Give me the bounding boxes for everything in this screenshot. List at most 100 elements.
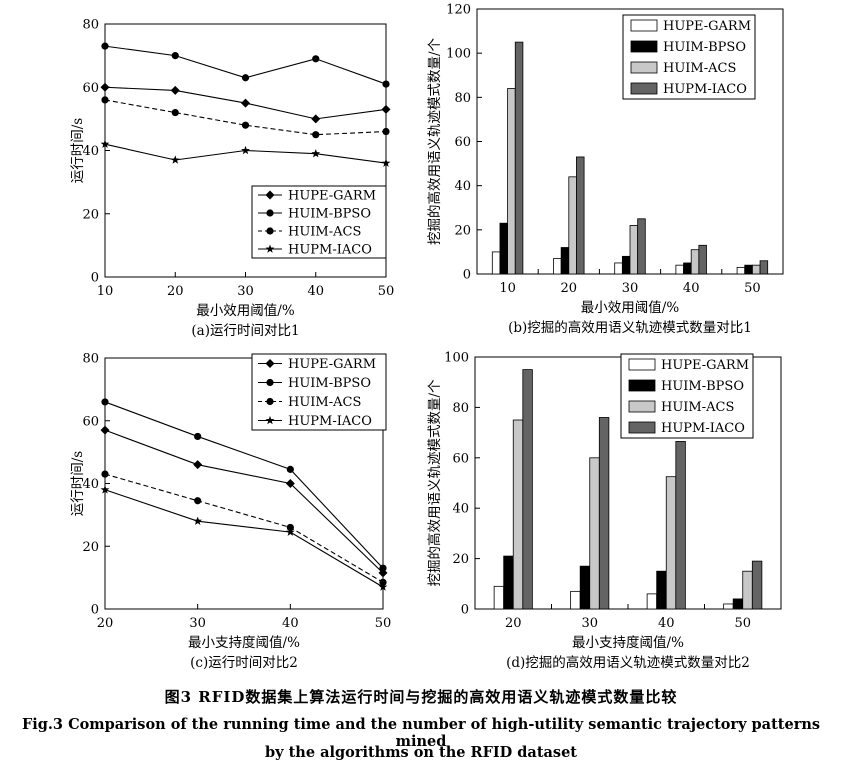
x-tick-label: 40: [307, 284, 324, 299]
x-tick-label: 40: [282, 616, 299, 631]
series-line-hupm-iaco: [104, 489, 384, 588]
x-tick-label: 50: [375, 616, 392, 631]
x-tick-label: 40: [658, 616, 675, 631]
bar-hupm-iaco: [514, 41, 524, 275]
legend-label-hupm-iaco: HUPM-IACO: [661, 421, 745, 436]
y-tick-label: 80: [82, 352, 99, 367]
legend-swatch-hupe-garm: [628, 358, 656, 371]
x-tick-label: 50: [734, 616, 751, 631]
x-tick-label: 50: [378, 284, 395, 299]
data-point-huim-bpso: [286, 465, 294, 473]
x-tick-label: 20: [97, 616, 114, 631]
data-point-hupe-garm: [100, 425, 110, 435]
data-point-huim-acs: [382, 127, 390, 136]
y-tick-label: 80: [452, 401, 469, 416]
data-point-hupe-garm: [100, 82, 110, 92]
bar-hupe-garm: [553, 258, 562, 275]
figure-caption-cn: 图3 RFID数据集上算法运行时间与挖掘的高效用语义轨迹模式数量比较: [164, 688, 678, 706]
series-line-huim-bpso: [104, 401, 384, 569]
legend-marker-huim-bpso: [266, 378, 274, 387]
y-tick-label: 60: [82, 81, 99, 96]
legend-marker-hupm-iaco: [265, 244, 275, 253]
bar-huim-acs: [589, 457, 600, 610]
legend-label-hupm-iaco: HUPM-IACO: [288, 414, 372, 429]
data-point-hupm-iaco: [100, 485, 110, 494]
data-point-hupe-garm: [241, 98, 250, 108]
legend-marker-huim-acs: [266, 397, 274, 406]
data-point-huim-acs: [101, 470, 109, 478]
legend-label-huim-acs: HUIM-ACS: [661, 400, 734, 415]
data-point-huim-bpso: [101, 398, 109, 406]
chart-subtitle: (d)挖掘的高效用语义轨迹模式数量对比2: [506, 654, 750, 671]
data-point-huim-bpso: [379, 564, 387, 572]
bar-hupm-iaco: [675, 441, 686, 610]
legend: HUPE-GARM HUIM-BPSO HUIM-ACS HUPM-IACO: [251, 185, 387, 259]
data-point-huim-bpso: [312, 55, 320, 63]
legend-swatch-hupm-iaco: [628, 421, 656, 434]
x-tick-label: 30: [622, 281, 639, 296]
y-tick-label: 80: [454, 91, 471, 106]
series-line-huim-acs: [104, 473, 384, 583]
y-tick-label: 120: [446, 3, 471, 18]
chart-subtitle: (a)运行时间对比1: [191, 323, 299, 339]
data-point-huim-bpso: [171, 52, 179, 60]
y-axis-title: 挖掘的高效用语义轨迹模式数量/个: [426, 379, 443, 587]
chart-a: 0 20 40 60 80 10 20 30 40 50 最小效用阈值/% (a)运行时间对比1 运行时…: [70, 18, 394, 340]
x-tick-label: 30: [581, 616, 598, 631]
legend-swatch-huim-bpso: [630, 40, 658, 53]
chart-a-plot: 0 20 40 60 80 10 20 30 40 50 最小效用阈值/% (a)运行时间对比1 运行时…: [70, 18, 394, 340]
bar-huim-bpso: [656, 570, 667, 610]
legend-label-hupe-garm: HUPE-GARM: [288, 189, 376, 204]
y-axis-title: 挖掘的高效用语义轨迹模式数量/个: [426, 37, 443, 245]
data-point-hupe-garm: [285, 479, 295, 488]
legend-swatch-huim-bpso: [628, 379, 656, 392]
legend-swatch-huim-acs: [628, 400, 656, 413]
bar-hupm-iaco: [751, 560, 763, 610]
data-point-huim-acs: [312, 131, 320, 139]
figure-caption-en-line2: by the algorithms on the RFID dataset: [264, 744, 578, 761]
y-tick-label: 100: [446, 47, 471, 62]
x-axis-title: 最小效用阈值/%: [581, 300, 680, 316]
legend-label-hupm-iaco: HUPM-IACO: [663, 82, 747, 97]
y-tick-label: 0: [91, 603, 99, 618]
data-point-huim-acs: [241, 121, 250, 129]
legend: HUPE-GARM HUIM-BPSO HUIM-ACS HUPM-IACO: [622, 14, 756, 100]
data-point-huim-bpso: [101, 42, 109, 50]
data-point-hupm-iaco: [286, 527, 295, 536]
y-tick-label: 40: [452, 502, 469, 517]
bar-huim-bpso: [560, 247, 570, 275]
data-point-huim-acs: [101, 96, 109, 104]
y-tick-label: 40: [454, 179, 471, 194]
bar-hupe-garm: [493, 585, 505, 610]
data-point-hupm-iaco: [378, 582, 388, 591]
legend-marker-hupe-garm: [265, 190, 275, 200]
series-line-hupe-garm: [104, 429, 384, 574]
legend-label-hupm-iaco: HUPM-IACO: [288, 243, 372, 258]
x-tick-label: 20: [167, 284, 184, 299]
x-tick-label: 10: [499, 281, 516, 296]
bar-hupe-garm: [675, 264, 684, 275]
legend-label-hupe-garm: HUPE-GARM: [661, 358, 749, 373]
data-point-huim-acs: [286, 523, 294, 532]
legend-label-huim-bpso: HUIM-BPSO: [288, 376, 371, 391]
legend-box: [251, 353, 387, 431]
legend-marker-hupe-garm: [265, 359, 275, 368]
bar-huim-bpso: [499, 222, 508, 275]
data-point-hupm-iaco: [311, 149, 321, 158]
bar-hupe-garm: [614, 262, 623, 275]
y-tick-label: 100: [444, 351, 469, 366]
chart-d-plot: 0 20 40 60 80 100 20 30 40 50 最小支持度阈值/% (d)挖掘的高效用语义…: [426, 351, 782, 671]
legend-marker-huim-acs: [266, 227, 274, 235]
legend-swatch-hupm-iaco: [630, 82, 658, 95]
bar-hupe-garm: [491, 251, 501, 275]
bar-hupm-iaco: [598, 417, 610, 610]
data-point-hupe-garm: [193, 460, 203, 470]
data-point-huim-bpso: [241, 74, 250, 82]
y-axis-title: 运行时间/s: [70, 118, 86, 184]
data-point-huim-acs: [194, 497, 202, 505]
bar-huim-acs: [690, 249, 700, 275]
legend-box: [251, 185, 387, 259]
bar-hupm-iaco: [698, 244, 707, 275]
legend-label-huim-acs: HUIM-ACS: [663, 61, 736, 76]
data-point-hupm-iaco: [170, 155, 180, 164]
